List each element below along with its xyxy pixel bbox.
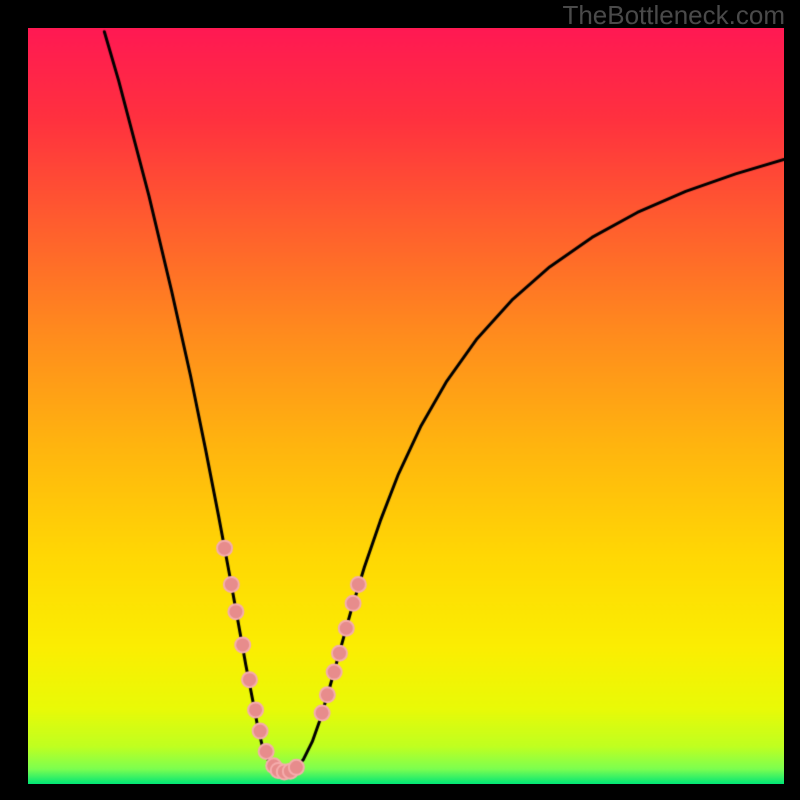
figure-root: TheBottleneck.com bbox=[0, 0, 800, 800]
bottleneck-curve-chart bbox=[28, 28, 784, 784]
watermark-label: TheBottleneck.com bbox=[562, 0, 785, 31]
